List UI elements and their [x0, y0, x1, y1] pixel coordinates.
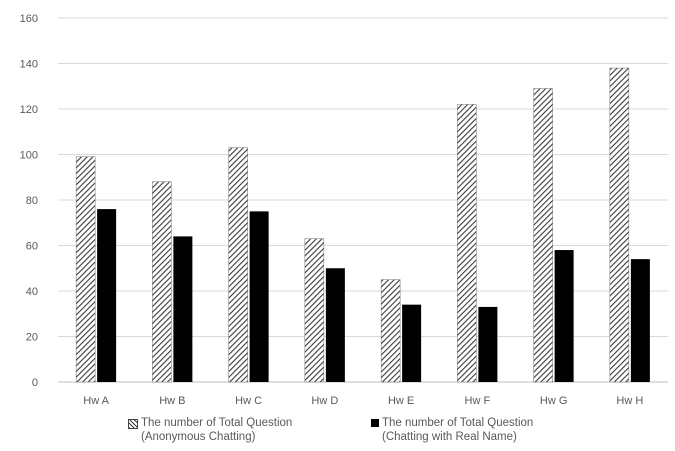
bars: [75, 67, 650, 383]
x-axis: Hw A Hw B Hw C Hw D Hw E Hw F Hw G Hw H: [83, 395, 643, 407]
x-tick-label: Hw E: [388, 395, 414, 407]
legend-label-line: The number of Total Question: [382, 417, 534, 429]
bar-anonymous: [457, 104, 477, 383]
bar-anonymous: [152, 181, 172, 383]
x-tick-label: Hw G: [540, 395, 568, 407]
gridlines: [58, 17, 668, 383]
bar-anonymous: [533, 88, 553, 383]
legend-item-real-name: The number of Total Question (Chatting w…: [371, 416, 533, 444]
x-tick-label: Hw B: [159, 395, 185, 407]
x-tick-label: Hw F: [465, 395, 491, 407]
bar-anonymous: [304, 238, 325, 383]
x-tick-label: Hw C: [235, 395, 262, 407]
y-tick-label: 0: [32, 377, 38, 389]
y-tick-label: 140: [20, 59, 38, 71]
x-tick-label: Hw A: [83, 395, 109, 407]
y-axis: 0 20 40 60 80 100 120 140 160: [20, 13, 38, 389]
bar-real-name: [554, 250, 574, 382]
bar-real-name: [173, 236, 193, 382]
x-tick-label: Hw H: [616, 395, 643, 407]
bar-real-name: [249, 211, 269, 382]
solid-swatch-icon: [371, 419, 379, 427]
y-tick-label: 20: [26, 332, 38, 344]
y-tick-label: 120: [20, 104, 38, 116]
legend-label-anonymous: The number of Total Question (Anonymous …: [141, 416, 292, 444]
legend-label-line: The number of Total Question: [141, 417, 293, 429]
bar-anonymous: [75, 156, 96, 383]
y-tick-label: 160: [20, 13, 38, 25]
hatched-swatch-icon: [128, 419, 138, 429]
bar-real-name: [402, 304, 422, 382]
y-tick-label: 60: [26, 241, 38, 253]
y-tick-label: 80: [26, 195, 38, 207]
legend-item-anonymous: The number of Total Question (Anonymous …: [128, 416, 292, 444]
bar-real-name: [325, 268, 345, 382]
bar-real-name: [97, 209, 117, 382]
y-tick-label: 100: [20, 150, 38, 162]
bar-real-name: [478, 306, 498, 382]
bar-anonymous: [380, 279, 401, 383]
x-tick-label: Hw D: [311, 395, 338, 407]
legend-label-line: (Anonymous Chatting): [141, 431, 256, 443]
bar-real-name: [630, 259, 650, 382]
bar-anonymous: [228, 147, 248, 383]
bar-anonymous: [609, 67, 630, 383]
legend-label-line: (Chatting with Real Name): [382, 431, 517, 443]
y-tick-label: 40: [26, 286, 38, 298]
legend-label-real-name: The number of Total Question (Chatting w…: [382, 416, 533, 444]
